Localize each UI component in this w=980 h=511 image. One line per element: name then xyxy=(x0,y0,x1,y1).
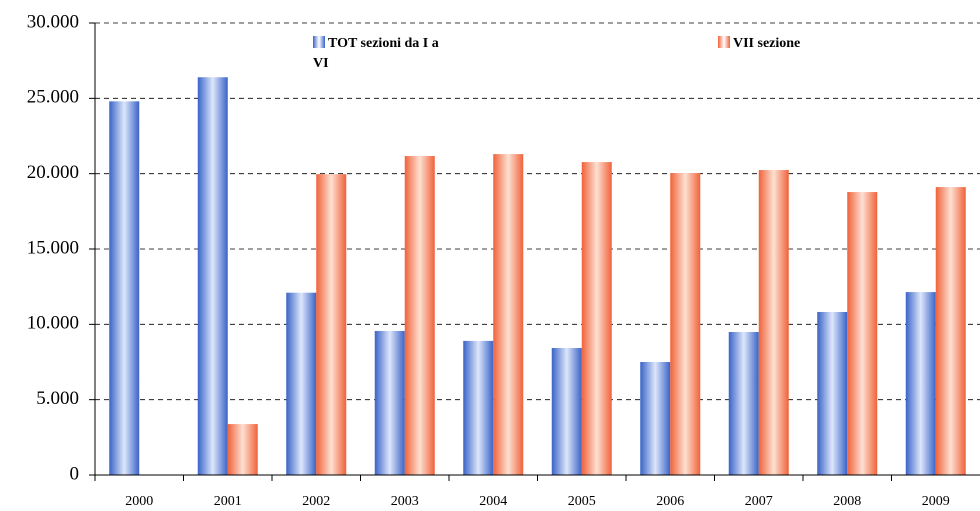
y-tick-label: 30.000 xyxy=(27,11,79,32)
x-tick-label: 2002 xyxy=(302,494,330,509)
legend-entry: TOT sezioni da I a VI xyxy=(313,34,453,74)
bar xyxy=(670,173,701,475)
y-tick-label: 0 xyxy=(70,463,80,484)
legend-label: TOT sezioni da I a VI xyxy=(313,36,439,71)
x-tick-label: 2000 xyxy=(125,494,153,509)
bar xyxy=(728,332,759,475)
bar xyxy=(551,347,582,475)
x-tick-label: 2006 xyxy=(656,494,684,509)
y-tick-label: 20.000 xyxy=(27,162,79,183)
bar xyxy=(758,170,789,475)
bar xyxy=(847,192,878,475)
x-tick-label: 2009 xyxy=(922,494,950,509)
bar xyxy=(404,156,435,475)
bar xyxy=(109,101,140,475)
legend-entry: VII sezione xyxy=(718,34,878,54)
y-tick-label: 10.000 xyxy=(27,313,79,334)
bar xyxy=(493,154,524,475)
legend-swatch xyxy=(313,36,325,48)
bar xyxy=(374,330,405,475)
x-tick-label: 2003 xyxy=(391,494,419,509)
legend-label: VII sezione xyxy=(733,36,801,51)
bar xyxy=(581,162,612,475)
x-tick-label: 2007 xyxy=(745,494,773,509)
bar xyxy=(197,77,228,476)
bar xyxy=(935,187,966,476)
x-tick-label: 2008 xyxy=(833,494,861,509)
bar xyxy=(640,362,671,475)
y-tick-label: 15.000 xyxy=(27,237,79,258)
bar xyxy=(286,292,317,475)
bar xyxy=(227,424,258,475)
y-tick-label: 5.000 xyxy=(36,388,79,409)
bar xyxy=(316,174,347,476)
x-tick-label: 2005 xyxy=(568,494,596,509)
y-tick-label: 25.000 xyxy=(27,87,79,108)
bar xyxy=(817,311,848,475)
x-tick-label: 2001 xyxy=(214,494,242,509)
bar xyxy=(905,292,936,475)
bar xyxy=(463,340,494,475)
x-tick-label: 2004 xyxy=(479,494,507,509)
legend-swatch xyxy=(718,36,730,48)
